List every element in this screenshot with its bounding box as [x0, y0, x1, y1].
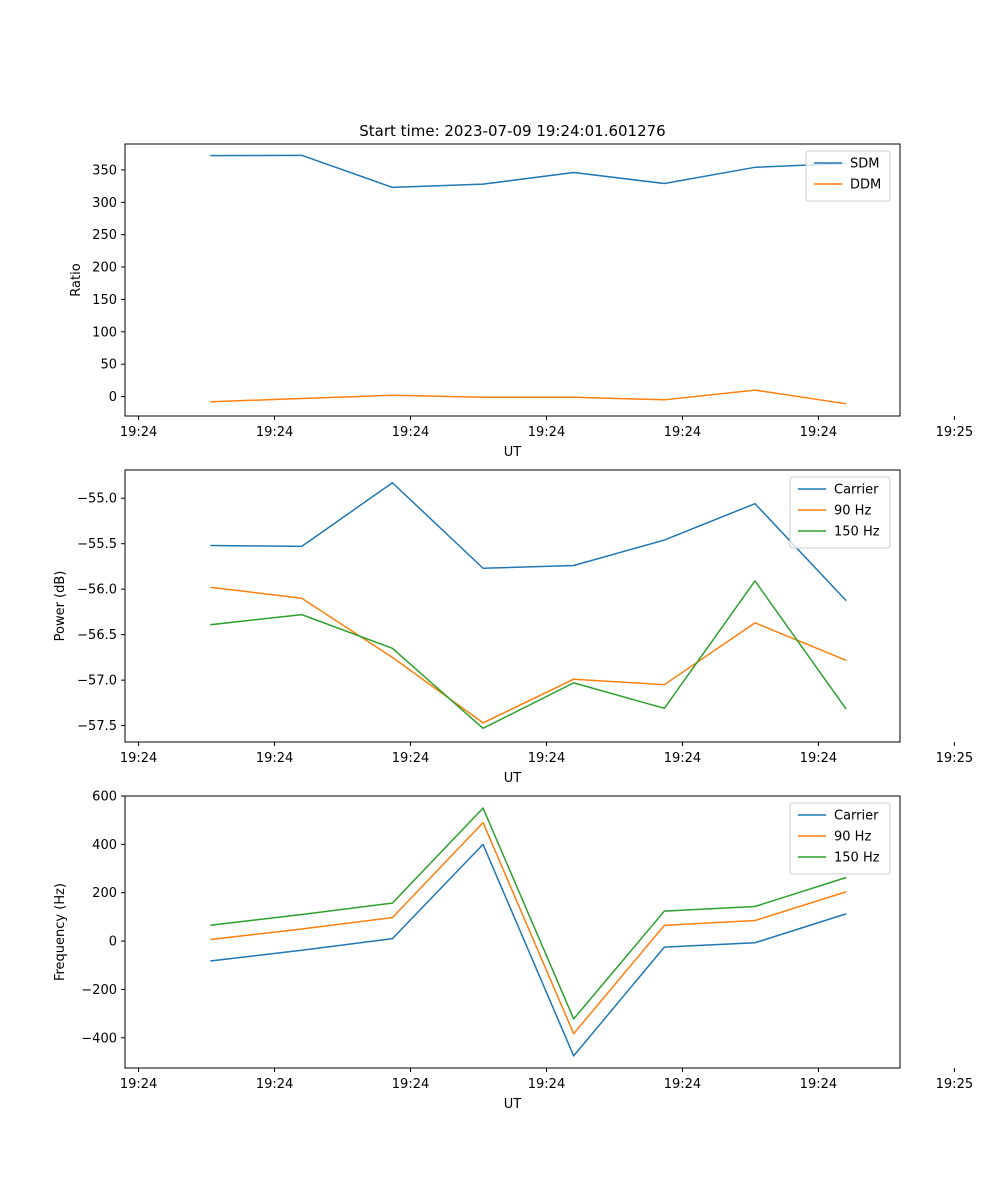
frequency-legend-label-carrier: Carrier — [834, 809, 879, 824]
frequency-y-tick-label: 0 — [109, 935, 117, 950]
power-legend-label-150-hz: 150 Hz — [834, 525, 880, 540]
ratio-series-sdm — [210, 154, 847, 189]
power-y-tick-label: −56.0 — [77, 583, 117, 598]
power-series-90-hz — [210, 586, 847, 724]
power-legend-label-90-hz: 90 Hz — [834, 504, 871, 519]
frequency-y-tick-label: 600 — [92, 790, 117, 805]
power-x-tick-label: 19:25 — [936, 751, 973, 766]
ratio-panel: 19:24 19:24 19:24 19:24 19:24 19:24 19:25 0 50 10… — [69, 143, 973, 460]
frequency-legend: Carrier 90 Hz 150 Hz — [789, 802, 891, 875]
ratio-y-tick-label: 0 — [109, 390, 117, 405]
ratio-axes-frame — [124, 143, 901, 417]
power-series-carrier — [210, 481, 847, 602]
frequency-legend-label-150-hz: 150 Hz — [834, 851, 880, 866]
power-legend: Carrier 90 Hz 150 Hz — [789, 476, 891, 549]
power-y-tick-label: −55.0 — [77, 492, 117, 507]
frequency-x-tick-label: 19:24 — [120, 1077, 157, 1092]
ratio-x-tick-label: 19:24 — [392, 425, 429, 440]
ratio-legend-label-ddm: DDM — [850, 178, 881, 193]
frequency-x-tick-label: 19:24 — [800, 1077, 837, 1092]
frequency-series-150-hz — [210, 807, 847, 1020]
ratio-y-tick-label: 100 — [92, 325, 117, 340]
figure-title: Start time: 2023-07-09 19:24:01.601276 — [359, 122, 665, 140]
power-x-tick-label: 19:24 — [392, 751, 429, 766]
frequency-x-tick-label: 19:24 — [528, 1077, 565, 1092]
ratio-legend-label-sdm: SDM — [850, 157, 879, 172]
frequency-series-carrier — [210, 843, 847, 1057]
power-y-axis-label: Power (dB) — [53, 571, 68, 642]
frequency-y-tick-label: 200 — [92, 886, 117, 901]
ratio-series-ddm — [210, 389, 847, 405]
power-y-tick-label: −57.5 — [77, 719, 117, 734]
ratio-y-tick-label: 350 — [92, 163, 117, 178]
power-x-tick-label: 19:24 — [120, 751, 157, 766]
frequency-y-axis-label: Frequency (Hz) — [53, 883, 68, 981]
power-x-tick-label: 19:24 — [800, 751, 837, 766]
ratio-y-tick-label: 200 — [92, 261, 117, 276]
frequency-x-tick-label: 19:24 — [664, 1077, 701, 1092]
ratio-y-tick-label: 150 — [92, 293, 117, 308]
ratio-x-tick-label: 19:24 — [120, 425, 157, 440]
power-legend-label-carrier: Carrier — [834, 483, 879, 498]
power-axes-frame — [124, 469, 901, 743]
ratio-x-axis-label: UT — [504, 445, 522, 460]
frequency-x-axis-label: UT — [504, 1097, 522, 1112]
frequency-y-tick-label: −200 — [81, 983, 117, 998]
frequency-series-90-hz — [210, 821, 847, 1035]
frequency-y-tick-label: 400 — [92, 838, 117, 853]
power-x-tick-label: 19:24 — [528, 751, 565, 766]
power-x-tick-label: 19:24 — [256, 751, 293, 766]
frequency-legend-label-90-hz: 90 Hz — [834, 830, 871, 845]
ratio-x-tick-label: 19:25 — [936, 425, 973, 440]
ratio-y-tick-label: 250 — [92, 228, 117, 243]
power-y-tick-label: −57.0 — [77, 674, 117, 689]
ratio-y-tick-label: 300 — [92, 196, 117, 211]
ratio-y-axis-label: Ratio — [69, 263, 84, 296]
frequency-x-tick-label: 19:24 — [392, 1077, 429, 1092]
frequency-panel: 19:24 19:24 19:24 19:24 19:24 19:24 19:25 600 40… — [53, 790, 973, 1113]
power-x-axis-label: UT — [504, 771, 522, 786]
power-series-150-hz — [210, 580, 847, 730]
ratio-y-tick-label: 50 — [100, 358, 117, 373]
frequency-axes-frame — [124, 795, 901, 1069]
frequency-x-tick-label: 19:24 — [256, 1077, 293, 1092]
frequency-y-tick-label: −400 — [81, 1031, 117, 1046]
frequency-x-tick-label: 19:25 — [936, 1077, 973, 1092]
power-y-tick-label: −56.5 — [77, 628, 117, 643]
power-x-tick-label: 19:24 — [664, 751, 701, 766]
ratio-x-tick-label: 19:24 — [664, 425, 701, 440]
ratio-x-tick-label: 19:24 — [800, 425, 837, 440]
ratio-legend: SDM DDM — [805, 150, 891, 202]
ratio-x-tick-label: 19:24 — [256, 425, 293, 440]
power-y-tick-label: −55.5 — [77, 537, 117, 552]
power-panel: 19:24 19:24 19:24 19:24 19:24 19:24 19:25 −55.0… — [53, 469, 973, 786]
ratio-x-tick-label: 19:24 — [528, 425, 565, 440]
